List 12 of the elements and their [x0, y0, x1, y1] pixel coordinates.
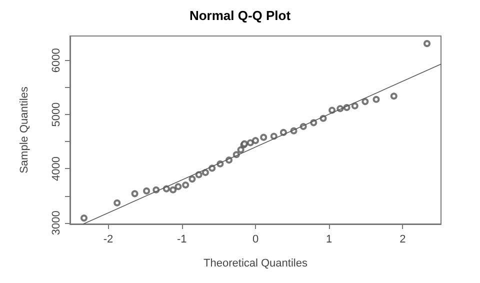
y-tick-label: 3000 — [50, 210, 62, 236]
y-axis-title: Sample Quantiles — [18, 86, 30, 174]
y-tick-label: 6000 — [50, 48, 62, 73]
y-tick-label: 4000 — [50, 156, 62, 181]
x-tick-label: -1 — [177, 234, 187, 246]
x-tick-label: -2 — [103, 234, 114, 246]
chart-title: Normal Q-Q Plot — [189, 8, 292, 23]
y-tick-label: 5000 — [50, 102, 62, 127]
x-tick-label: 1 — [326, 234, 332, 246]
x-tick-label: 0 — [252, 234, 259, 246]
x-axis-title: Theoretical Quantiles — [204, 258, 308, 270]
x-tick-label: 2 — [400, 234, 406, 246]
